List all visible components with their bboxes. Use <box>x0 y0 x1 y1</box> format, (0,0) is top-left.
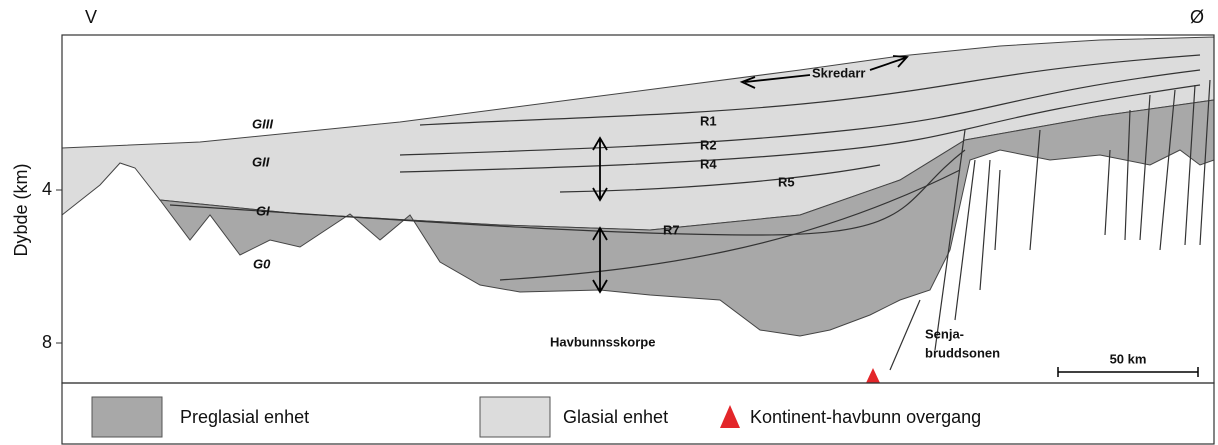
fault <box>889 79 1211 371</box>
arrow <box>592 55 909 294</box>
unit-label: GI <box>256 203 270 218</box>
reflector-label: R4 <box>700 156 717 171</box>
reflector <box>499 169 961 281</box>
legend-label: Preglasial enhet <box>180 407 309 427</box>
unit-label: GIII <box>252 116 273 131</box>
slide-label: Skredarr <box>812 65 865 80</box>
reflector-label: R2 <box>700 137 717 152</box>
reflector <box>169 149 966 236</box>
legend-swatch <box>479 396 551 438</box>
axis-label: Dybde (km) <box>11 163 31 256</box>
reflector-label: R7 <box>663 222 680 237</box>
reflector-label: R5 <box>778 174 795 189</box>
reflector <box>399 69 1201 156</box>
scale-label: 50 km <box>1110 351 1147 366</box>
tick-label: 4 <box>42 179 52 199</box>
legend-label: Glasial enhet <box>563 407 668 427</box>
west-label: V <box>85 7 97 27</box>
reflector <box>399 84 1201 173</box>
unit-label: G0 <box>253 256 271 271</box>
legend-frame <box>61 382 1215 445</box>
fault-label: Senja- <box>925 326 964 341</box>
east-label: Ø <box>1190 7 1204 27</box>
section <box>61 36 1215 383</box>
transition-marker <box>866 368 880 383</box>
crust-label: Havbunnsskorpe <box>550 334 655 349</box>
unit-label: GII <box>252 154 270 169</box>
preglacial-unit <box>158 99 1215 337</box>
tick-label: 8 <box>42 332 52 352</box>
reflector <box>559 164 881 193</box>
reflector-label: R1 <box>700 113 717 128</box>
scale-bar <box>1057 367 1199 377</box>
fault-label: bruddsonen <box>925 345 1000 360</box>
reflector <box>419 54 1201 126</box>
legend-swatch <box>720 405 740 428</box>
legend-swatch <box>91 396 163 438</box>
legend-label: Kontinent-havbunn overgang <box>750 407 981 427</box>
